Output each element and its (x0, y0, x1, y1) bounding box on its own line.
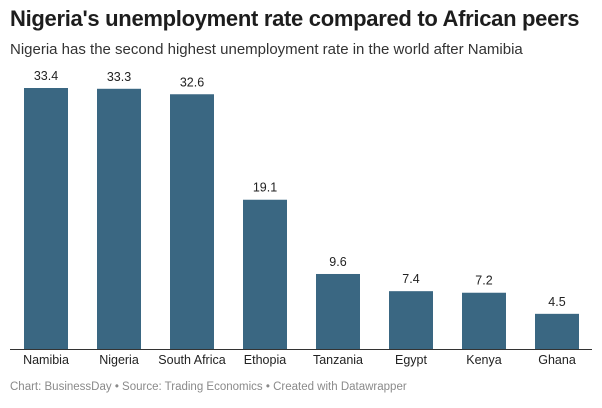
category-label: Ghana (538, 353, 576, 367)
bar-kenya (462, 292, 506, 349)
bar-tanzania (316, 273, 360, 349)
category-label: Namibia (23, 353, 69, 367)
chart-title: Nigeria's unemployment rate compared to … (10, 6, 580, 31)
value-label: 32.6 (180, 75, 204, 89)
value-label: 9.6 (329, 255, 346, 269)
value-label: 7.4 (402, 272, 419, 286)
chart-subtitle: Nigeria has the second highest unemploym… (10, 41, 523, 58)
category-label: Tanzania (313, 353, 363, 367)
chart-footer: Chart: BusinessDay • Source: Trading Eco… (10, 381, 407, 393)
bar-egypt (389, 291, 433, 349)
value-label: 33.4 (34, 69, 58, 83)
value-label: 19.1 (253, 181, 277, 195)
category-label: Kenya (466, 353, 501, 367)
category-label: Egypt (395, 353, 427, 367)
category-label: South Africa (158, 353, 225, 367)
category-label: Nigeria (99, 353, 139, 367)
value-label: 7.2 (475, 274, 492, 288)
bar-namibia (24, 88, 68, 349)
bar-ghana (535, 313, 579, 349)
bar-south-africa (170, 94, 214, 349)
bar-ethopia (243, 199, 287, 349)
value-label: 4.5 (548, 295, 565, 309)
value-label: 33.3 (107, 70, 131, 84)
bar-nigeria (97, 88, 141, 350)
category-label: Ethopia (244, 353, 286, 367)
